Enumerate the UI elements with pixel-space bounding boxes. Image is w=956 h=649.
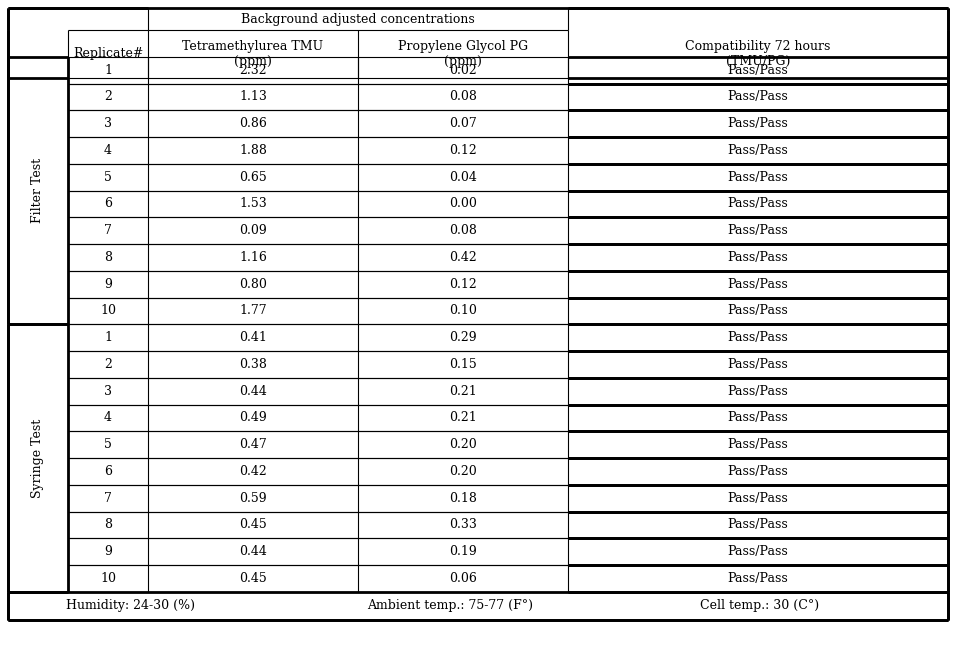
Text: 0.08: 0.08 [449,90,477,103]
Text: 1.16: 1.16 [239,251,267,264]
Text: 6: 6 [104,197,112,210]
Text: 0.18: 0.18 [449,492,477,505]
Text: 0.21: 0.21 [449,385,477,398]
Text: 1.77: 1.77 [239,304,267,317]
Text: 0.10: 0.10 [449,304,477,317]
Text: Ambient temp.: 75-77 (F°): Ambient temp.: 75-77 (F°) [367,599,532,612]
Text: 0.21: 0.21 [449,411,477,424]
Text: Pass/Pass: Pass/Pass [728,64,789,77]
Text: Pass/Pass: Pass/Pass [728,572,789,585]
Text: 7: 7 [104,224,112,237]
Text: 0.00: 0.00 [449,197,477,210]
Text: Pass/Pass: Pass/Pass [728,224,789,237]
Text: 0.07: 0.07 [449,117,477,130]
Text: 0.49: 0.49 [239,411,267,424]
Text: Background adjusted concentrations: Background adjusted concentrations [241,12,475,25]
Text: 2.32: 2.32 [239,64,267,77]
Text: 0.59: 0.59 [239,492,267,505]
Text: 0.04: 0.04 [449,171,477,184]
Text: 0.08: 0.08 [449,224,477,237]
Text: 5: 5 [104,438,112,451]
Text: Pass/Pass: Pass/Pass [728,171,789,184]
Text: 2: 2 [104,358,112,371]
Text: Pass/Pass: Pass/Pass [728,331,789,344]
Text: 0.12: 0.12 [449,278,477,291]
Text: Pass/Pass: Pass/Pass [728,251,789,264]
Text: 3: 3 [104,117,112,130]
Text: 4: 4 [104,411,112,424]
Text: 0.06: 0.06 [449,572,477,585]
Text: 0.19: 0.19 [449,545,477,558]
Text: 10: 10 [100,304,116,317]
Text: Pass/Pass: Pass/Pass [728,358,789,371]
Text: Compatibility 72 hours
(TMU/PG): Compatibility 72 hours (TMU/PG) [685,40,831,68]
Text: 0.45: 0.45 [239,572,267,585]
Text: Tetramethylurea TMU
(ppm): Tetramethylurea TMU (ppm) [183,40,323,68]
Text: 0.15: 0.15 [449,358,477,371]
Text: 1.53: 1.53 [239,197,267,210]
Text: Pass/Pass: Pass/Pass [728,278,789,291]
Text: Pass/Pass: Pass/Pass [728,144,789,157]
Text: Pass/Pass: Pass/Pass [728,90,789,103]
Text: 0.29: 0.29 [449,331,477,344]
Text: 9: 9 [104,545,112,558]
Text: Humidity: 24-30 (%): Humidity: 24-30 (%) [66,599,195,612]
Text: 0.12: 0.12 [449,144,477,157]
Text: Pass/Pass: Pass/Pass [728,117,789,130]
Text: 1: 1 [104,64,112,77]
Text: 4: 4 [104,144,112,157]
Text: 0.33: 0.33 [449,519,477,532]
Text: Pass/Pass: Pass/Pass [728,465,789,478]
Text: 2: 2 [104,90,112,103]
Text: Pass/Pass: Pass/Pass [728,411,789,424]
Text: 0.09: 0.09 [239,224,267,237]
Text: 1.13: 1.13 [239,90,267,103]
Text: 0.42: 0.42 [239,465,267,478]
Text: Syringe Test: Syringe Test [32,419,45,498]
Text: 0.86: 0.86 [239,117,267,130]
Text: Cell temp.: 30 (C°): Cell temp.: 30 (C°) [701,599,819,612]
Text: Pass/Pass: Pass/Pass [728,304,789,317]
Text: 0.65: 0.65 [239,171,267,184]
Text: 8: 8 [104,251,112,264]
Text: Pass/Pass: Pass/Pass [728,545,789,558]
Text: 0.80: 0.80 [239,278,267,291]
Text: 6: 6 [104,465,112,478]
Text: 0.47: 0.47 [239,438,267,451]
Text: Pass/Pass: Pass/Pass [728,385,789,398]
Text: 0.45: 0.45 [239,519,267,532]
Text: 0.02: 0.02 [449,64,477,77]
Text: Pass/Pass: Pass/Pass [728,197,789,210]
Text: Propylene Glycol PG
(ppm): Propylene Glycol PG (ppm) [398,40,528,68]
Text: Pass/Pass: Pass/Pass [728,438,789,451]
Text: 5: 5 [104,171,112,184]
Text: 3: 3 [104,385,112,398]
Text: 0.42: 0.42 [449,251,477,264]
Text: Replicate#: Replicate# [73,47,143,60]
Text: 0.20: 0.20 [449,465,477,478]
Text: 0.38: 0.38 [239,358,267,371]
Text: 0.44: 0.44 [239,385,267,398]
Text: 1: 1 [104,331,112,344]
Text: 0.41: 0.41 [239,331,267,344]
Text: 0.20: 0.20 [449,438,477,451]
Text: Filter Test: Filter Test [32,158,45,223]
Text: Pass/Pass: Pass/Pass [728,492,789,505]
Text: 8: 8 [104,519,112,532]
Text: Pass/Pass: Pass/Pass [728,519,789,532]
Text: 7: 7 [104,492,112,505]
Text: 0.44: 0.44 [239,545,267,558]
Text: 9: 9 [104,278,112,291]
Text: 10: 10 [100,572,116,585]
Text: 1.88: 1.88 [239,144,267,157]
